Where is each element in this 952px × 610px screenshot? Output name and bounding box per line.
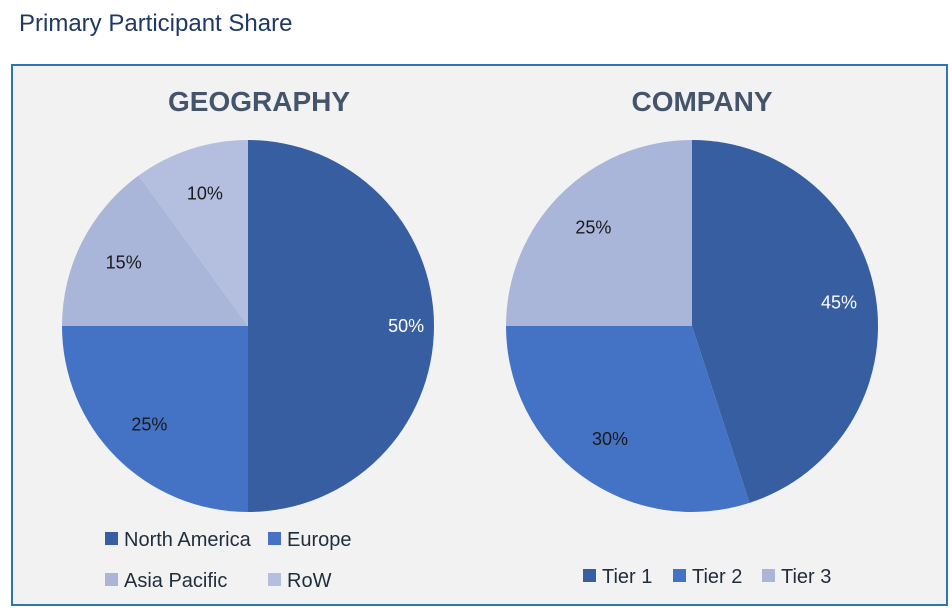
geography-slice-europe: [62, 326, 248, 512]
geography-legend-label-north-america: North America: [124, 529, 252, 551]
geography-slice-asia-pacific: [62, 175, 248, 326]
company-slice-tier-1: [692, 140, 879, 503]
geography-label-asia-pacific: 15%: [106, 253, 142, 273]
geography-legend-swatch-asia-pacific: [105, 573, 118, 586]
company-label-tier-2: 30%: [592, 429, 628, 449]
geography-legend-swatch-row: [268, 573, 281, 586]
company-slice-tier-2: [506, 326, 750, 513]
company-legend-swatch-tier-2: [673, 569, 686, 582]
geography-legend-label-europe: Europe: [287, 529, 352, 551]
company-legend-swatch-tier-3: [762, 569, 775, 582]
geography-label-europe: 25%: [131, 415, 167, 435]
company-chart-title: COMPANY: [631, 86, 772, 117]
company-slice-tier-3: [506, 140, 692, 326]
geography-chart-title: GEOGRAPHY: [168, 86, 350, 117]
geography-slice-row: [138, 139, 248, 326]
geography-label-row: 10%: [187, 183, 223, 203]
geography-slice-north-america: [248, 140, 434, 512]
page-title: Primary Participant Share: [19, 10, 293, 37]
company-legend-swatch-tier-1: [583, 569, 596, 582]
geography-label-north-america: 50%: [388, 316, 424, 336]
company-legend-label-tier-2: Tier 2: [692, 566, 742, 588]
geography-legend-label-asia-pacific: Asia Pacific: [124, 570, 227, 592]
geography-legend-swatch-north-america: [105, 532, 118, 545]
geography-legend-label-row: RoW: [287, 570, 332, 592]
company-label-tier-1: 45%: [821, 293, 857, 313]
company-legend-label-tier-3: Tier 3: [781, 566, 831, 588]
company-label-tier-3: 25%: [575, 217, 611, 237]
geography-legend-swatch-europe: [268, 532, 281, 545]
company-legend-label-tier-1: Tier 1: [602, 566, 652, 588]
